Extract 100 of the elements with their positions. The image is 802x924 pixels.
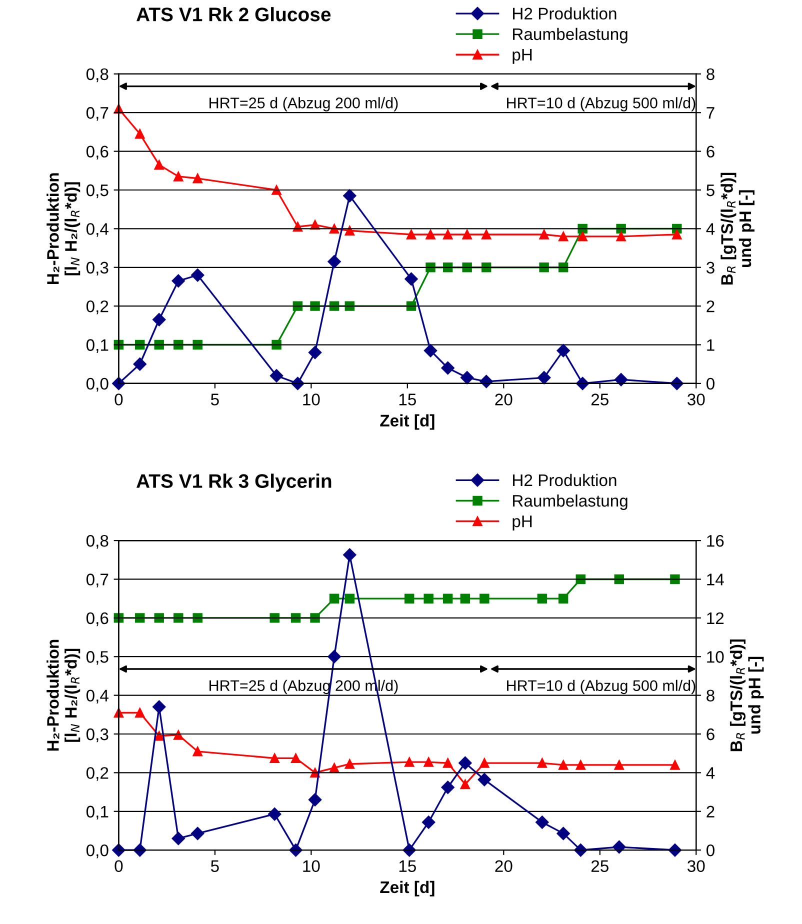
point [536,816,549,829]
y2-tick-label: 5 [706,184,714,196]
y-tick-label: 0,7 [86,574,108,588]
point [424,757,434,767]
point [191,268,204,282]
point [426,262,436,272]
y-tick-label: 0,6 [86,612,108,626]
point [406,301,416,311]
x-tick-label: 20 [495,394,512,406]
y-tick-label: 0,6 [86,146,108,160]
point [308,346,322,360]
y-tick-label: 0,1 [86,806,108,820]
point [616,232,626,242]
x-tick-label: 0 [114,394,123,406]
point [537,758,548,768]
point [290,753,301,764]
x-axis-title: Zeit [d] [380,880,434,896]
point [174,613,184,623]
x-tick-label: 20 [495,860,512,872]
point [152,313,166,326]
point [174,172,184,182]
point [135,708,145,718]
point [329,224,340,234]
point [537,371,551,384]
point [480,594,490,604]
point [458,756,472,770]
point [442,230,453,240]
point [154,731,164,741]
point [462,230,472,240]
point [539,262,549,272]
point [460,779,470,790]
y2-tick-label: 3 [706,262,714,274]
point [344,226,355,236]
y2-tick-label: 1 [707,339,714,351]
point [426,230,436,240]
x-tick-label: 25 [591,860,608,872]
point [154,160,164,170]
x-tick-label: 30 [688,394,705,406]
x-tick-label: 15 [399,394,416,406]
point [292,301,303,311]
point [308,793,322,806]
y2-tick-label: 6 [706,146,714,158]
legend-label: Raumbelastung [513,494,628,510]
point [462,262,472,272]
point [343,548,356,562]
x-tick-label: 15 [399,860,416,872]
y-tick-label: 0,5 [86,651,108,665]
point [270,613,280,623]
point [344,301,355,311]
legend-label: pH [512,516,532,531]
y-tick-label: 0,8 [86,68,108,82]
point [441,361,454,375]
point [558,594,568,604]
point [442,594,453,604]
annotation: HRT=25 d (Abzug 200 ml/d) [210,97,398,112]
legend-label: H2 Produktion [513,474,616,486]
y2-tick-label: 10 [707,651,724,663]
point [172,832,185,846]
annotation: HRT=10 d (Abzug 500 ml/d) [507,680,696,694]
point [154,613,164,623]
point [424,344,438,358]
point [404,594,414,604]
point [558,760,568,770]
point [191,826,204,840]
x-tick-label: 5 [210,860,219,872]
y2-tick-label: 12 [707,612,724,624]
y-axis-title: H₂-Produktion [l$_{N}$ H₂/(l$_{R}$*d)] [46,640,80,751]
point [289,843,302,857]
y2-tick-label: 14 [707,574,724,586]
point [270,369,284,382]
y2-tick-label: 7 [706,107,714,119]
y-tick-label: 0,5 [86,184,108,198]
y2-tick-label: 8 [706,690,714,702]
annotation: HRT=10 d (Abzug 500 ml/d) [507,97,696,112]
y2-tick-label: 0 [706,378,714,390]
y-tick-label: 0,3 [86,262,108,276]
point [291,376,304,390]
y-tick-label: 0,2 [86,300,108,314]
legend-label: Raumbelastung [513,28,628,44]
point [343,189,356,202]
point [174,730,184,740]
point [329,301,340,311]
point [328,650,341,664]
point [672,230,682,240]
point [135,129,145,139]
point [670,760,680,770]
point [344,759,355,769]
point [192,746,202,756]
y-tick-label: 0,0 [86,844,108,858]
point [576,760,586,770]
x-tick-label: 5 [210,394,219,406]
point [152,700,166,714]
point [402,843,416,857]
point [404,272,418,286]
point [344,594,355,604]
point [558,232,568,242]
point [556,344,570,358]
point [133,358,146,371]
point [442,758,453,768]
y2-tick-label: 6 [706,728,714,740]
